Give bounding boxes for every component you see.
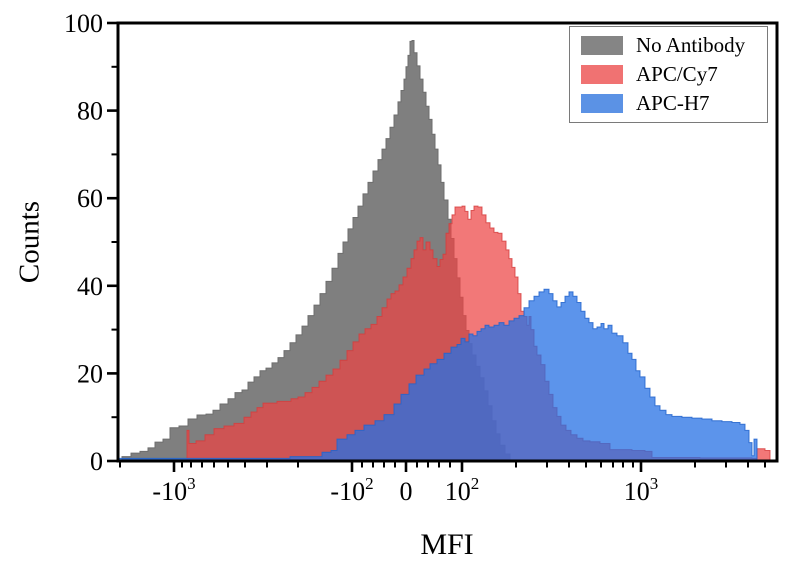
x-tick-label: -102 xyxy=(330,474,373,506)
legend: No Antibody APC/Cy7 APC-H7 xyxy=(569,26,768,123)
plot-border xyxy=(116,21,779,463)
legend-item: APC/Cy7 xyxy=(581,64,767,85)
legend-label: No Antibody xyxy=(636,33,746,57)
y-tick-label: 100 xyxy=(64,9,103,38)
y-axis-title: Counts xyxy=(13,200,46,284)
y-tick-label: 60 xyxy=(77,184,103,213)
legend-label: APC-H7 xyxy=(636,91,710,115)
legend-label: APC/Cy7 xyxy=(636,62,718,86)
x-tick-label: -103 xyxy=(152,474,195,506)
x-axis-title: MFI xyxy=(420,528,474,561)
x-tick-label: 103 xyxy=(624,474,659,506)
legend-swatch-apc-h7 xyxy=(581,94,623,113)
legend-swatch-no-antibody xyxy=(581,36,623,55)
x-tick-label: 0 xyxy=(400,477,413,506)
y-tick-label: 80 xyxy=(77,97,103,126)
y-tick-label: 20 xyxy=(77,359,103,388)
series-apc-h7 xyxy=(117,288,758,462)
x-tick-label: 102 xyxy=(445,474,480,506)
y-tick-label: 0 xyxy=(90,447,103,476)
legend-item: APC-H7 xyxy=(581,93,767,114)
legend-item: No Antibody xyxy=(581,35,767,56)
y-tick-label: 40 xyxy=(77,272,103,301)
legend-swatch-apc-cy7 xyxy=(581,65,623,84)
